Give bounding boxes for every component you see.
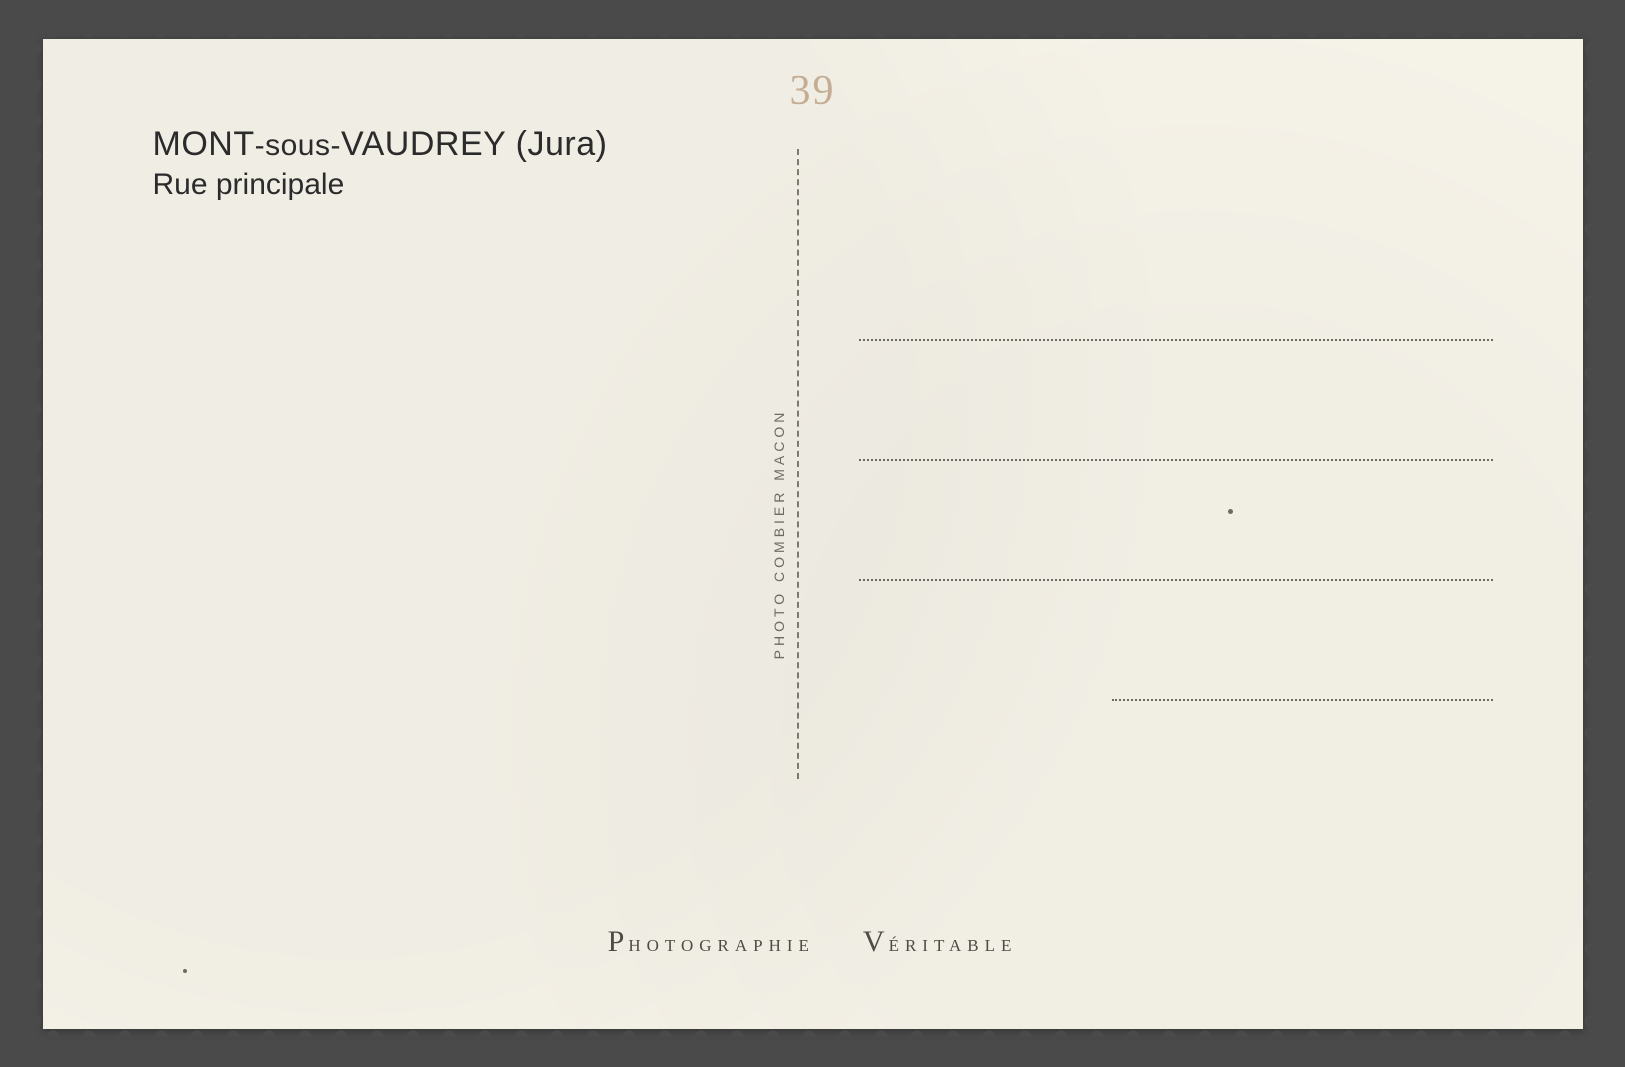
place-part-a: MONT — [153, 125, 255, 163]
address-line — [859, 459, 1493, 461]
address-area — [859, 339, 1493, 701]
address-line — [859, 579, 1493, 581]
address-line — [859, 339, 1493, 341]
address-line-short — [1112, 699, 1492, 701]
place-part-b: VAUDREY — [341, 125, 506, 163]
postcard-subtitle: Rue principale — [153, 168, 608, 202]
place-dept: (Jura) — [516, 125, 608, 163]
postcard-place-line: MONT-sous-VAUDREY (Jura) — [153, 125, 608, 164]
place-thin: -sous- — [255, 129, 341, 162]
publisher-imprint: PHOTO COMBIER MACON — [771, 408, 787, 659]
caption-word: éritable — [889, 931, 1018, 957]
bottom-caption: Photographie Véritable — [43, 925, 1583, 959]
postcard-back: 39 MONT-sous-VAUDREY (Jura) Rue principa… — [43, 39, 1583, 1029]
caption-initial: P — [608, 925, 629, 958]
speck — [1228, 509, 1233, 514]
postcard-title-block: MONT-sous-VAUDREY (Jura) Rue principale — [153, 125, 608, 202]
speck — [183, 969, 187, 973]
caption-word: hotographie — [628, 931, 815, 957]
pencil-annotation: 39 — [790, 67, 836, 115]
center-divider — [797, 149, 799, 779]
caption-initial: V — [863, 925, 889, 958]
